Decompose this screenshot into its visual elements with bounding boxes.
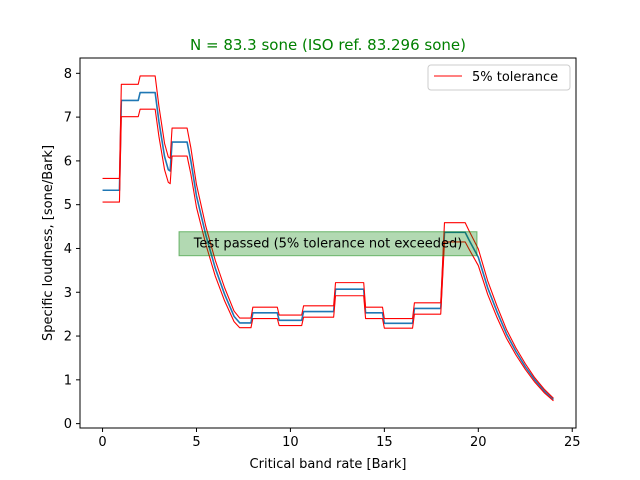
x-tick-label: 20: [470, 435, 487, 450]
series-line-lower-tolerance: [102, 108, 554, 402]
y-tick-label: 3: [64, 286, 72, 301]
plot-area: [102, 75, 554, 402]
legend-box: [427, 64, 571, 91]
y-tick-label: 5: [64, 198, 72, 213]
y-tick-label: 0: [64, 417, 72, 432]
y-tick-label: 6: [64, 154, 72, 169]
axes-frame: [79, 57, 577, 429]
chart-title: N = 83.3 sone (ISO ref. 83.296 sone): [190, 36, 466, 54]
x-tick-label: 25: [564, 435, 581, 450]
legend: 5% tolerance: [427, 64, 571, 91]
x-tick-label: 0: [98, 435, 106, 450]
series-line-computed: [102, 91, 554, 401]
x-tick-label: 10: [282, 435, 299, 450]
x-tick-label: 5: [192, 435, 200, 450]
annotation-text: Test passed (5% tolerance not exceeded): [193, 237, 463, 252]
y-tick-label: 2: [64, 330, 72, 345]
annotation-box: [178, 231, 478, 257]
y-tick-label: 4: [64, 242, 72, 257]
y-axis-ticks: 0 1 2 3 4 5 6 7 8: [64, 67, 80, 432]
y-tick-label: 1: [64, 373, 72, 388]
x-axis-ticks: 0 5 10 15 20 25: [98, 428, 581, 450]
test-result-annotation: Test passed (5% tolerance not exceeded): [178, 231, 478, 257]
series-line-upper-tolerance: [102, 75, 554, 399]
x-axis-label: Critical band rate [Bark]: [250, 457, 407, 472]
y-axis-label: Specific loudness, [sone/Bark]: [41, 145, 56, 341]
legend-label: 5% tolerance: [472, 70, 558, 85]
y-tick-label: 8: [64, 67, 72, 82]
x-tick-label: 15: [376, 435, 393, 450]
y-tick-label: 7: [64, 111, 72, 126]
